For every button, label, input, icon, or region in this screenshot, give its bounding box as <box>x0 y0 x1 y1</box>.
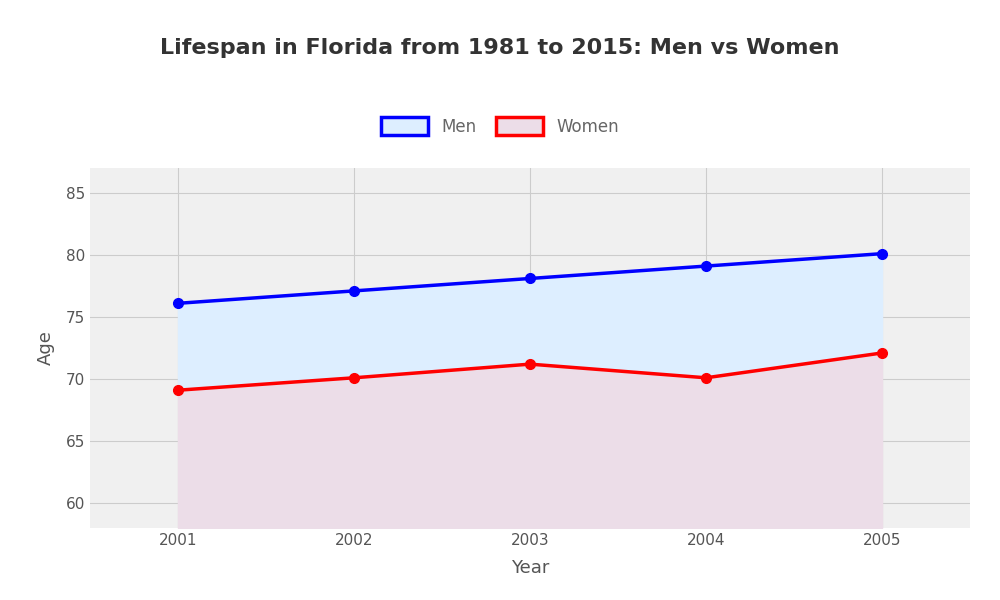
X-axis label: Year: Year <box>511 559 549 577</box>
Legend: Men, Women: Men, Women <box>374 110 626 142</box>
Text: Lifespan in Florida from 1981 to 2015: Men vs Women: Lifespan in Florida from 1981 to 2015: M… <box>160 38 840 58</box>
Y-axis label: Age: Age <box>37 331 55 365</box>
